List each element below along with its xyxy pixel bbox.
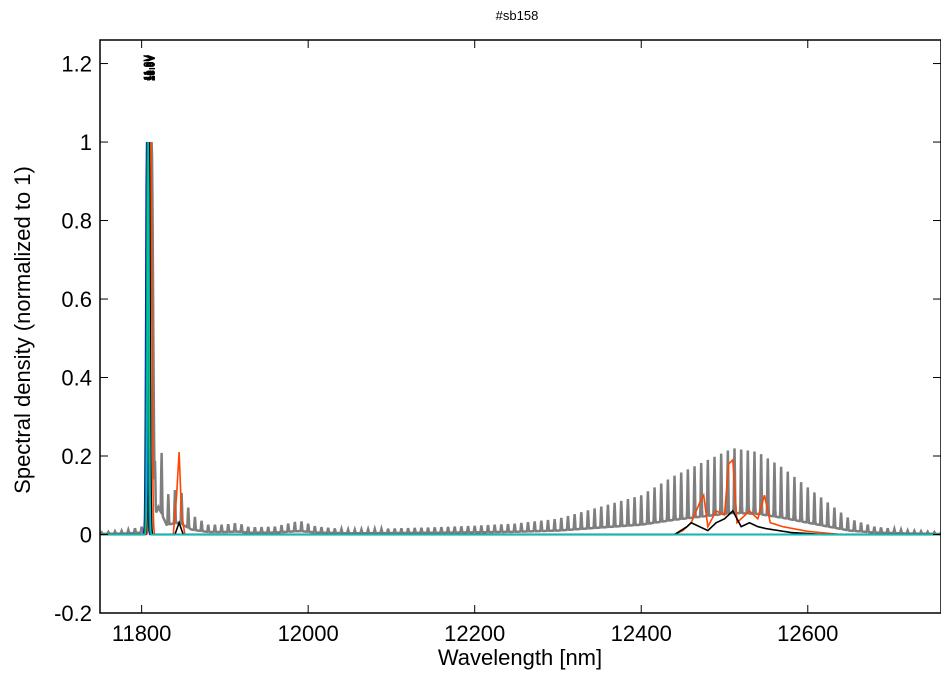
y-tick-label: 0.6 xyxy=(61,287,92,312)
y-tick-label: 0.8 xyxy=(61,209,92,234)
peak-label: 12.0V xyxy=(145,55,156,81)
y-tick-label: 1 xyxy=(80,130,92,155)
plot-area xyxy=(100,142,941,536)
y-tick-label: 0.2 xyxy=(61,444,92,469)
y-axis-title: Spectral density (normalized to 1) xyxy=(10,166,35,494)
series-line xyxy=(100,142,941,536)
peak-label: 13.0V xyxy=(147,55,158,81)
series-line xyxy=(100,142,941,536)
x-tick-label: 12600 xyxy=(777,621,838,646)
y-tick-label: -0.2 xyxy=(54,601,92,626)
peak-label: 11.0V xyxy=(143,55,154,81)
x-axis-title: Wavelength [nm] xyxy=(438,645,602,670)
chart-title: #sb158 xyxy=(496,8,539,23)
y-tick-label: 0 xyxy=(80,523,92,548)
peak-label: 11.5V xyxy=(144,55,155,81)
plot-frame xyxy=(99,39,941,614)
axis-ticks: 11800 12000 12200 12400 12600 -0.2 0 0.2 0.4 0.6 0… xyxy=(54,40,941,646)
series-line xyxy=(100,142,941,536)
x-tick-label: 12000 xyxy=(278,621,339,646)
series-line xyxy=(100,142,941,536)
series-line xyxy=(100,142,941,536)
y-tick-label: 1.2 xyxy=(61,52,92,77)
peak-label: 12.5V xyxy=(146,55,157,81)
y-tick-label: 0.4 xyxy=(61,366,92,391)
series-line xyxy=(100,142,941,536)
x-tick-label: 11800 xyxy=(112,621,172,646)
x-tick-label: 12200 xyxy=(444,621,505,646)
x-tick-label: 12400 xyxy=(611,621,672,646)
